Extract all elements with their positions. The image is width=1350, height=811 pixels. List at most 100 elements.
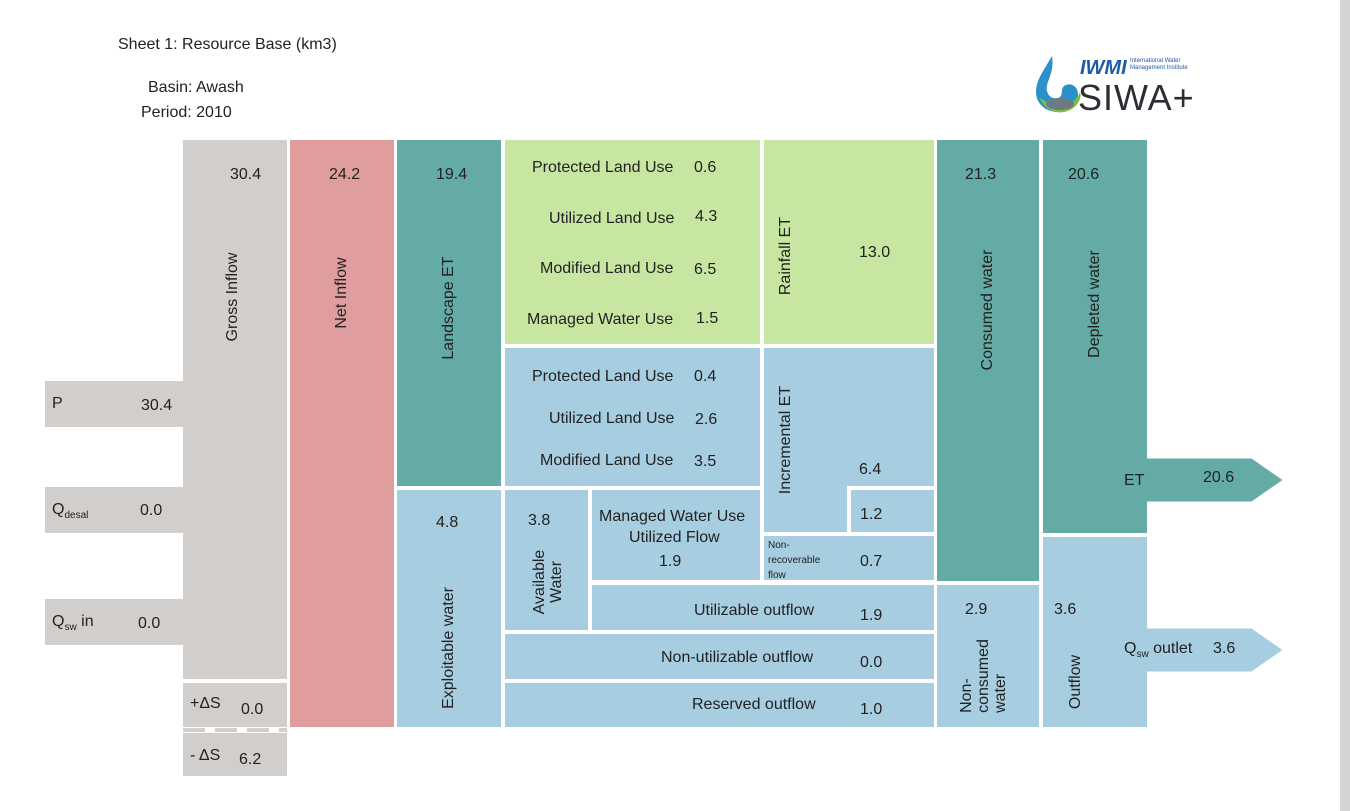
plus-delta-s-value: 0.0 xyxy=(241,701,264,718)
utilizable-outflow-box xyxy=(592,585,934,630)
minus-delta-s-label: - ΔS xyxy=(190,747,221,764)
rainfall-et-landuse-box xyxy=(505,140,760,344)
incremental-et-landuse-box xyxy=(505,348,760,486)
managed-utilized-label-1: Managed Water Use xyxy=(599,508,746,525)
basin-label: Basin: Awash xyxy=(148,79,244,96)
p-value: 30.4 xyxy=(141,397,173,414)
q-sw-outlet-subscript: sw xyxy=(1136,649,1149,661)
consumed-water-value: 21.3 xyxy=(965,166,997,183)
reserved-outflow-box xyxy=(505,683,934,727)
landscape-et-value: 19.4 xyxy=(436,166,468,183)
utilizable-outflow-label: Utilizable outflow xyxy=(694,602,815,619)
incremental-protected-value: 0.4 xyxy=(694,368,717,385)
non-utilizable-outflow-label: Non-utilizable outflow xyxy=(661,649,814,666)
q-desal-label: Qdesal xyxy=(52,501,89,522)
rainfall-et-label: Rainfall ET xyxy=(777,216,794,296)
incremental-utilized-label: Utilized Land Use xyxy=(549,410,675,427)
q-desal-arrow xyxy=(45,487,215,533)
net-inflow-label: Net Inflow xyxy=(333,257,350,329)
managed-utilized-value: 1.9 xyxy=(659,553,682,570)
non-utilizable-outflow-value: 0.0 xyxy=(860,654,883,671)
outflow-label: Outflow xyxy=(1067,654,1084,710)
available-water-value: 3.8 xyxy=(528,512,551,529)
exploitable-water-label: Exploitable water xyxy=(440,587,457,709)
rainfall-modified-value: 6.5 xyxy=(694,261,717,278)
incremental-et-value: 6.4 xyxy=(859,461,882,478)
non-consumed-water-value: 2.9 xyxy=(965,601,988,618)
q-sw-in-value: 0.0 xyxy=(138,615,161,632)
gross-inflow-box xyxy=(183,140,287,679)
non-recoverable-label-2: recoverable xyxy=(768,555,821,566)
q-sw-outlet-label: Qsw outlet xyxy=(1124,640,1193,661)
reserved-outflow-label: Reserved outflow xyxy=(692,696,816,713)
managed-et-value: 1.2 xyxy=(860,506,883,523)
minus-delta-s-value: 6.2 xyxy=(239,751,262,768)
incremental-modified-value: 3.5 xyxy=(694,453,717,470)
siwa-logo: IWMI International Water Management Inst… xyxy=(1030,52,1210,122)
sheet-title: Sheet 1: Resource Base (km3) xyxy=(118,36,337,53)
rainfall-managed-value: 1.5 xyxy=(696,310,719,327)
rainfall-utilized-label: Utilized Land Use xyxy=(549,210,675,227)
q-sw-outlet-value: 3.6 xyxy=(1213,640,1236,657)
managed-et-box xyxy=(851,490,934,532)
iwmi-tagline-1: International Water xyxy=(1130,58,1181,64)
rainfall-managed-label: Managed Water Use xyxy=(527,311,674,328)
consumed-water-box xyxy=(937,140,1039,581)
non-recoverable-label-1: Non- xyxy=(768,540,790,551)
p-arrow xyxy=(45,381,215,427)
outflow-box xyxy=(1043,537,1147,727)
p-label: P xyxy=(52,395,63,412)
reserved-outflow-value: 1.0 xyxy=(860,701,883,718)
gross-inflow-label: Gross Inflow xyxy=(224,252,241,342)
minus-delta-s-box xyxy=(183,733,287,776)
depleted-water-label: Depleted water xyxy=(1086,250,1103,358)
q-desal-value: 0.0 xyxy=(140,502,163,519)
et-out-value: 20.6 xyxy=(1203,469,1235,486)
consumed-water-label: Consumed water xyxy=(979,249,996,371)
non-utilizable-outflow-box xyxy=(505,634,934,679)
incremental-modified-label: Modified Land Use xyxy=(540,452,674,469)
landscape-et-label: Landscape ET xyxy=(440,256,457,360)
rainfall-modified-label: Modified Land Use xyxy=(540,260,674,277)
non-recoverable-value: 0.7 xyxy=(860,553,883,570)
iwmi-wordmark: IWMI xyxy=(1080,57,1127,79)
water-drop-icon xyxy=(1036,56,1081,113)
q-sw-in-subscript: sw xyxy=(64,622,77,634)
rainfall-et-value: 13.0 xyxy=(859,244,891,261)
rainfall-protected-value: 0.6 xyxy=(694,159,717,176)
right-border xyxy=(1340,0,1350,811)
available-water-label: Available Water xyxy=(531,549,565,615)
q-sw-in-label: Qsw in xyxy=(52,613,94,634)
storage-dashed-divider xyxy=(183,728,287,732)
plus-delta-s-box xyxy=(183,683,287,727)
rainfall-protected-label: Protected Land Use xyxy=(532,159,674,176)
q-desal-subscript: desal xyxy=(64,510,89,522)
gross-inflow-value: 30.4 xyxy=(230,166,262,183)
outflow-value: 3.6 xyxy=(1054,601,1077,618)
incremental-utilized-value: 2.6 xyxy=(695,411,718,428)
plus-delta-s-label: +ΔS xyxy=(190,695,221,712)
available-water-box xyxy=(505,490,588,630)
landscape-et-box xyxy=(397,140,501,486)
incremental-et-label: Incremental ET xyxy=(777,385,794,495)
q-sw-in-arrow xyxy=(45,599,215,645)
rainfall-utilized-value: 4.3 xyxy=(695,208,718,225)
depleted-water-value: 20.6 xyxy=(1068,166,1100,183)
incremental-protected-label: Protected Land Use xyxy=(532,368,674,385)
net-inflow-value: 24.2 xyxy=(329,166,361,183)
exploitable-water-box xyxy=(397,490,501,727)
et-out-label: ET xyxy=(1124,472,1145,489)
utilizable-outflow-value: 1.9 xyxy=(860,607,883,624)
period-label: Period: 2010 xyxy=(141,104,232,121)
exploitable-water-value: 4.8 xyxy=(436,514,459,531)
incremental-et-box xyxy=(764,348,934,486)
iwmi-tagline-2: Management Institute xyxy=(1130,65,1188,71)
non-consumed-water-label: Non- consumed water xyxy=(957,639,1009,713)
rainfall-et-box xyxy=(764,140,934,344)
depleted-water-box xyxy=(1043,140,1147,533)
siwa-wordmark: SIWA+ xyxy=(1078,77,1195,118)
non-recoverable-label-3: flow xyxy=(768,570,786,581)
managed-utilized-box xyxy=(592,490,760,580)
